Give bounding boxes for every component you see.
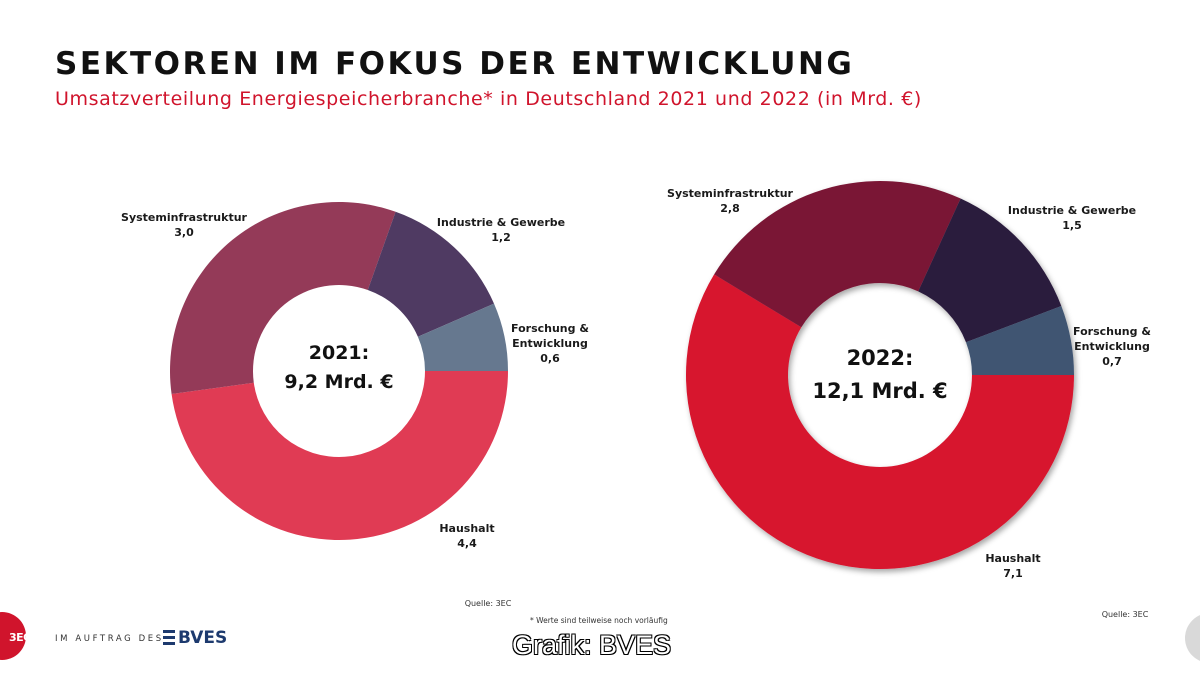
- bves-logo: BVES: [178, 628, 228, 648]
- slice-category-label: Systeminfrastruktur: [121, 211, 248, 224]
- bves-logo-icon: [163, 630, 175, 646]
- donut-center-label: 9,2 Mrd. €: [284, 371, 393, 393]
- auftrag-text: IM AUFTRAG DES: [55, 634, 164, 644]
- slice-category-label: Entwicklung: [1074, 340, 1150, 353]
- donut-chart-1: [686, 180, 1074, 570]
- chart-source: Quelle: 3EC: [1102, 610, 1149, 619]
- slice-category-label: Forschung &: [511, 322, 589, 335]
- donut-center-label: 12,1 Mrd. €: [812, 379, 947, 403]
- page-subtitle: Umsatzverteilung Energiespeicherbranche*…: [55, 88, 922, 110]
- slice-value-label: 4,4: [457, 537, 477, 550]
- slice-category-label: Industrie & Gewerbe: [1008, 204, 1136, 217]
- donut-slice: [170, 202, 396, 395]
- donut-slice: [714, 180, 961, 328]
- slice-category-label: Haushalt: [985, 552, 1040, 565]
- donut-center-label: 2021:: [309, 342, 369, 364]
- slice-value-label: 0,6: [540, 352, 560, 365]
- slice-category-label: Industrie & Gewerbe: [437, 216, 565, 229]
- donut-slice: [417, 303, 508, 371]
- slice-category-label: Haushalt: [439, 522, 494, 535]
- donut-center-label: 2022:: [847, 346, 914, 370]
- slice-value-label: 1,5: [1062, 219, 1082, 232]
- 3ec-logo-text: 3EC: [9, 631, 31, 644]
- slice-category-label: Forschung &: [1073, 325, 1151, 338]
- chart-source: Quelle: 3EC: [465, 599, 512, 608]
- slice-category-label: Entwicklung: [512, 337, 588, 350]
- donut-chart-0: [170, 202, 508, 541]
- footnote: * Werte sind teilweise noch vorläufig: [530, 616, 668, 625]
- corner-decoration: [1185, 613, 1200, 663]
- slice-value-label: 2,8: [720, 202, 740, 215]
- donut-slice: [918, 198, 1062, 343]
- slice-value-label: 1,2: [491, 231, 511, 244]
- page-title: SEKTOREN IM FOKUS DER ENTWICKLUNG: [55, 46, 855, 82]
- donut-slice: [686, 274, 1074, 570]
- donut-slice: [965, 306, 1074, 375]
- donut-slice: [367, 211, 495, 337]
- donut-slice: [171, 371, 508, 541]
- slice-category-label: Systeminfrastruktur: [667, 187, 794, 200]
- slice-value-label: 0,7: [1102, 355, 1122, 368]
- image-credit: Grafik: BVES: [512, 630, 672, 660]
- slice-value-label: 3,0: [174, 226, 194, 239]
- slice-value-label: 7,1: [1003, 567, 1023, 580]
